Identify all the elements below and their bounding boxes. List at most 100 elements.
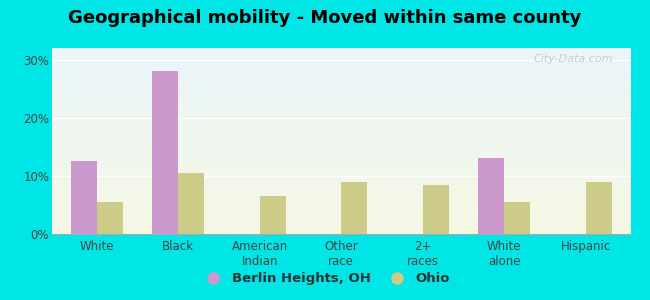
Bar (52, 178, 630, 179)
Bar (52, 229, 630, 230)
Bar (52, 150, 630, 151)
Bar (52, 198, 630, 199)
Bar (52, 223, 630, 224)
Bar (52, 126, 630, 128)
Bar (52, 52, 630, 53)
Bar (52, 143, 630, 145)
Bar (52, 132, 630, 134)
Bar (52, 65, 630, 67)
Bar (260, 196, 286, 234)
Bar (52, 73, 630, 74)
Bar (52, 219, 630, 220)
Bar (52, 125, 630, 126)
Bar (52, 53, 630, 54)
Bar (97, 202, 123, 234)
Bar (586, 182, 612, 234)
Bar (52, 117, 630, 119)
Bar (52, 136, 630, 137)
Bar (52, 82, 630, 83)
Bar (52, 204, 630, 206)
Bar (52, 179, 630, 181)
Bar (52, 217, 630, 218)
Bar (178, 173, 204, 234)
Bar (52, 142, 630, 143)
Bar (52, 157, 630, 158)
Bar (52, 48, 630, 49)
Bar (52, 213, 630, 214)
Bar (52, 232, 630, 233)
Bar (52, 121, 630, 122)
Bar (52, 64, 630, 65)
Bar (422, 184, 448, 234)
Bar (52, 114, 630, 115)
Bar (52, 119, 630, 120)
Bar (52, 107, 630, 109)
Bar (52, 181, 630, 182)
Bar (52, 158, 630, 160)
Bar (52, 78, 630, 79)
Bar (52, 190, 630, 192)
Bar (52, 218, 630, 219)
Bar (52, 175, 630, 176)
Bar (52, 75, 630, 76)
Bar (52, 146, 630, 147)
Bar (52, 187, 630, 188)
Bar (52, 84, 630, 85)
Bar (52, 110, 630, 111)
Bar (52, 49, 630, 50)
Bar (52, 67, 630, 68)
Bar (52, 135, 630, 136)
Bar (52, 193, 630, 194)
Bar (52, 92, 630, 93)
Bar (52, 105, 630, 106)
Bar (52, 165, 630, 166)
Bar (52, 140, 630, 141)
Bar (52, 85, 630, 86)
Bar (52, 176, 630, 177)
Bar (52, 188, 630, 189)
Bar (52, 54, 630, 56)
Bar (52, 59, 630, 60)
Bar (52, 50, 630, 52)
Bar (52, 88, 630, 89)
Bar (52, 168, 630, 169)
Bar (71, 161, 97, 234)
Bar (52, 83, 630, 84)
Bar (52, 199, 630, 200)
Bar (52, 151, 630, 152)
Bar (52, 99, 630, 100)
Bar (52, 186, 630, 187)
Bar (52, 153, 630, 154)
Bar (52, 156, 630, 157)
Bar (52, 129, 630, 130)
Bar (52, 124, 630, 125)
Bar (52, 72, 630, 73)
Legend: Berlin Heights, OH, Ohio: Berlin Heights, OH, Ohio (195, 267, 455, 290)
Bar (52, 128, 630, 129)
Bar (52, 184, 630, 186)
Bar (52, 209, 630, 210)
Bar (341, 182, 367, 234)
Bar (52, 122, 630, 124)
Bar (52, 162, 630, 163)
Bar (52, 116, 630, 117)
Bar (52, 206, 630, 207)
Bar (52, 220, 630, 222)
Bar (52, 192, 630, 193)
Bar (52, 177, 630, 178)
Bar (52, 182, 630, 183)
Bar (52, 101, 630, 103)
Bar (52, 169, 630, 171)
Bar (52, 207, 630, 208)
Bar (52, 139, 630, 140)
Bar (52, 90, 630, 92)
Bar (52, 131, 630, 132)
Bar (52, 152, 630, 153)
Bar (52, 212, 630, 213)
Bar (52, 115, 630, 116)
Bar (52, 89, 630, 90)
Bar (52, 183, 630, 184)
Bar (52, 145, 630, 146)
Bar (52, 161, 630, 162)
Bar (52, 171, 630, 172)
